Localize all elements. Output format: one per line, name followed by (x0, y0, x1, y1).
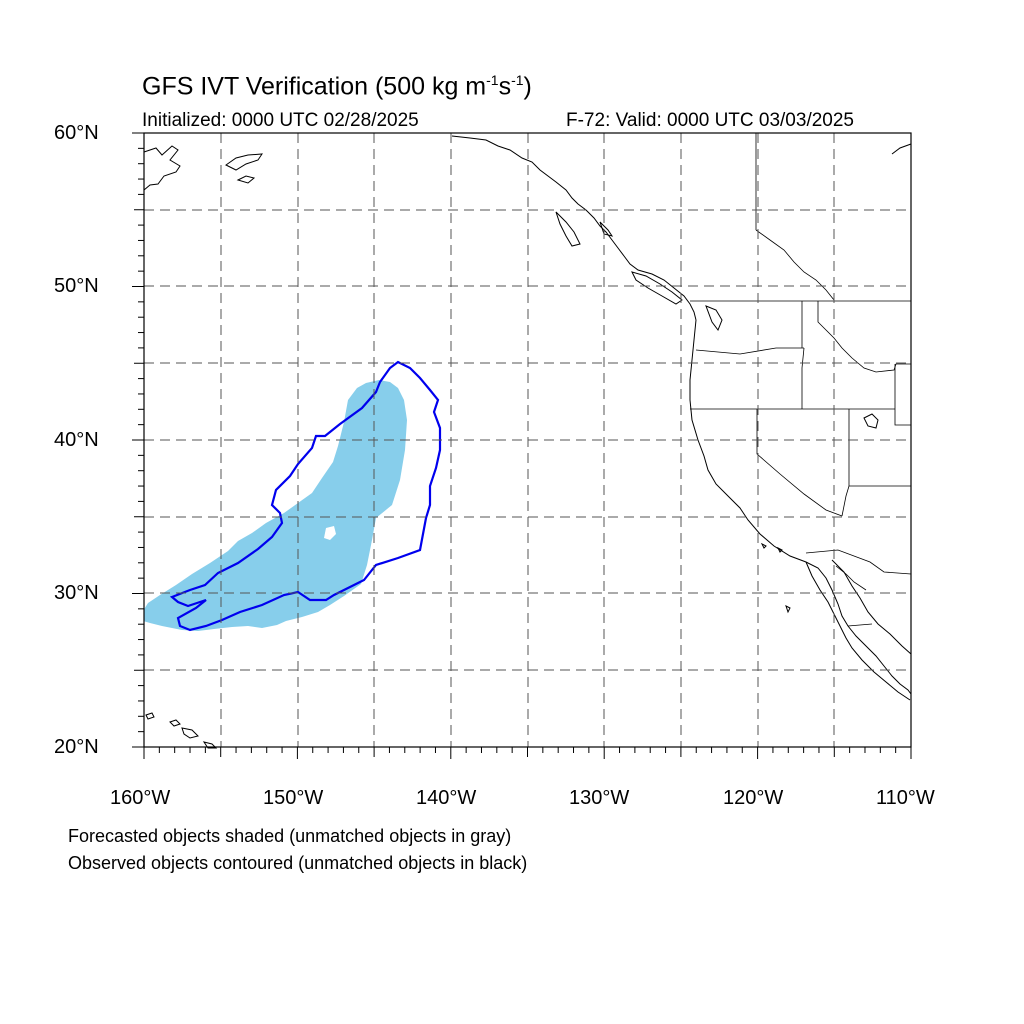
lat-label-60n: 60°N (54, 122, 99, 144)
valid-time: F-72: Valid: 0000 UTC 03/03/2025 (566, 110, 854, 131)
lat-label-40n: 40°N (54, 429, 99, 451)
legend-forecast-note: Forecasted objects shaded (unmatched obj… (68, 826, 512, 846)
lon-label-160w: 160°W (110, 787, 171, 809)
lon-label-130w: 130°W (569, 787, 630, 809)
lon-label-140w: 140°W (416, 787, 477, 809)
lon-label-150w: 150°W (263, 787, 324, 809)
lat-label-20n: 20°N (54, 736, 99, 758)
map-title: GFS IVT Verification (500 kg m-1s-1) (142, 72, 532, 101)
graticule (144, 133, 911, 747)
legend-observed-note: Observed objects contoured (unmatched ob… (68, 853, 528, 873)
lat-label-50n: 50°N (54, 275, 99, 297)
lat-label-30n: 30°N (54, 582, 99, 604)
observed-object-contour (169, 360, 442, 632)
lon-label-110w: 110°W (876, 787, 935, 809)
state-borders (690, 133, 912, 627)
initialized-time: Initialized: 0000 UTC 02/28/2025 (142, 110, 419, 131)
lon-label-120w: 120°W (723, 787, 784, 809)
coastlines (143, 135, 912, 749)
forecast-object (144, 380, 407, 631)
axis-ticks (132, 132, 912, 759)
